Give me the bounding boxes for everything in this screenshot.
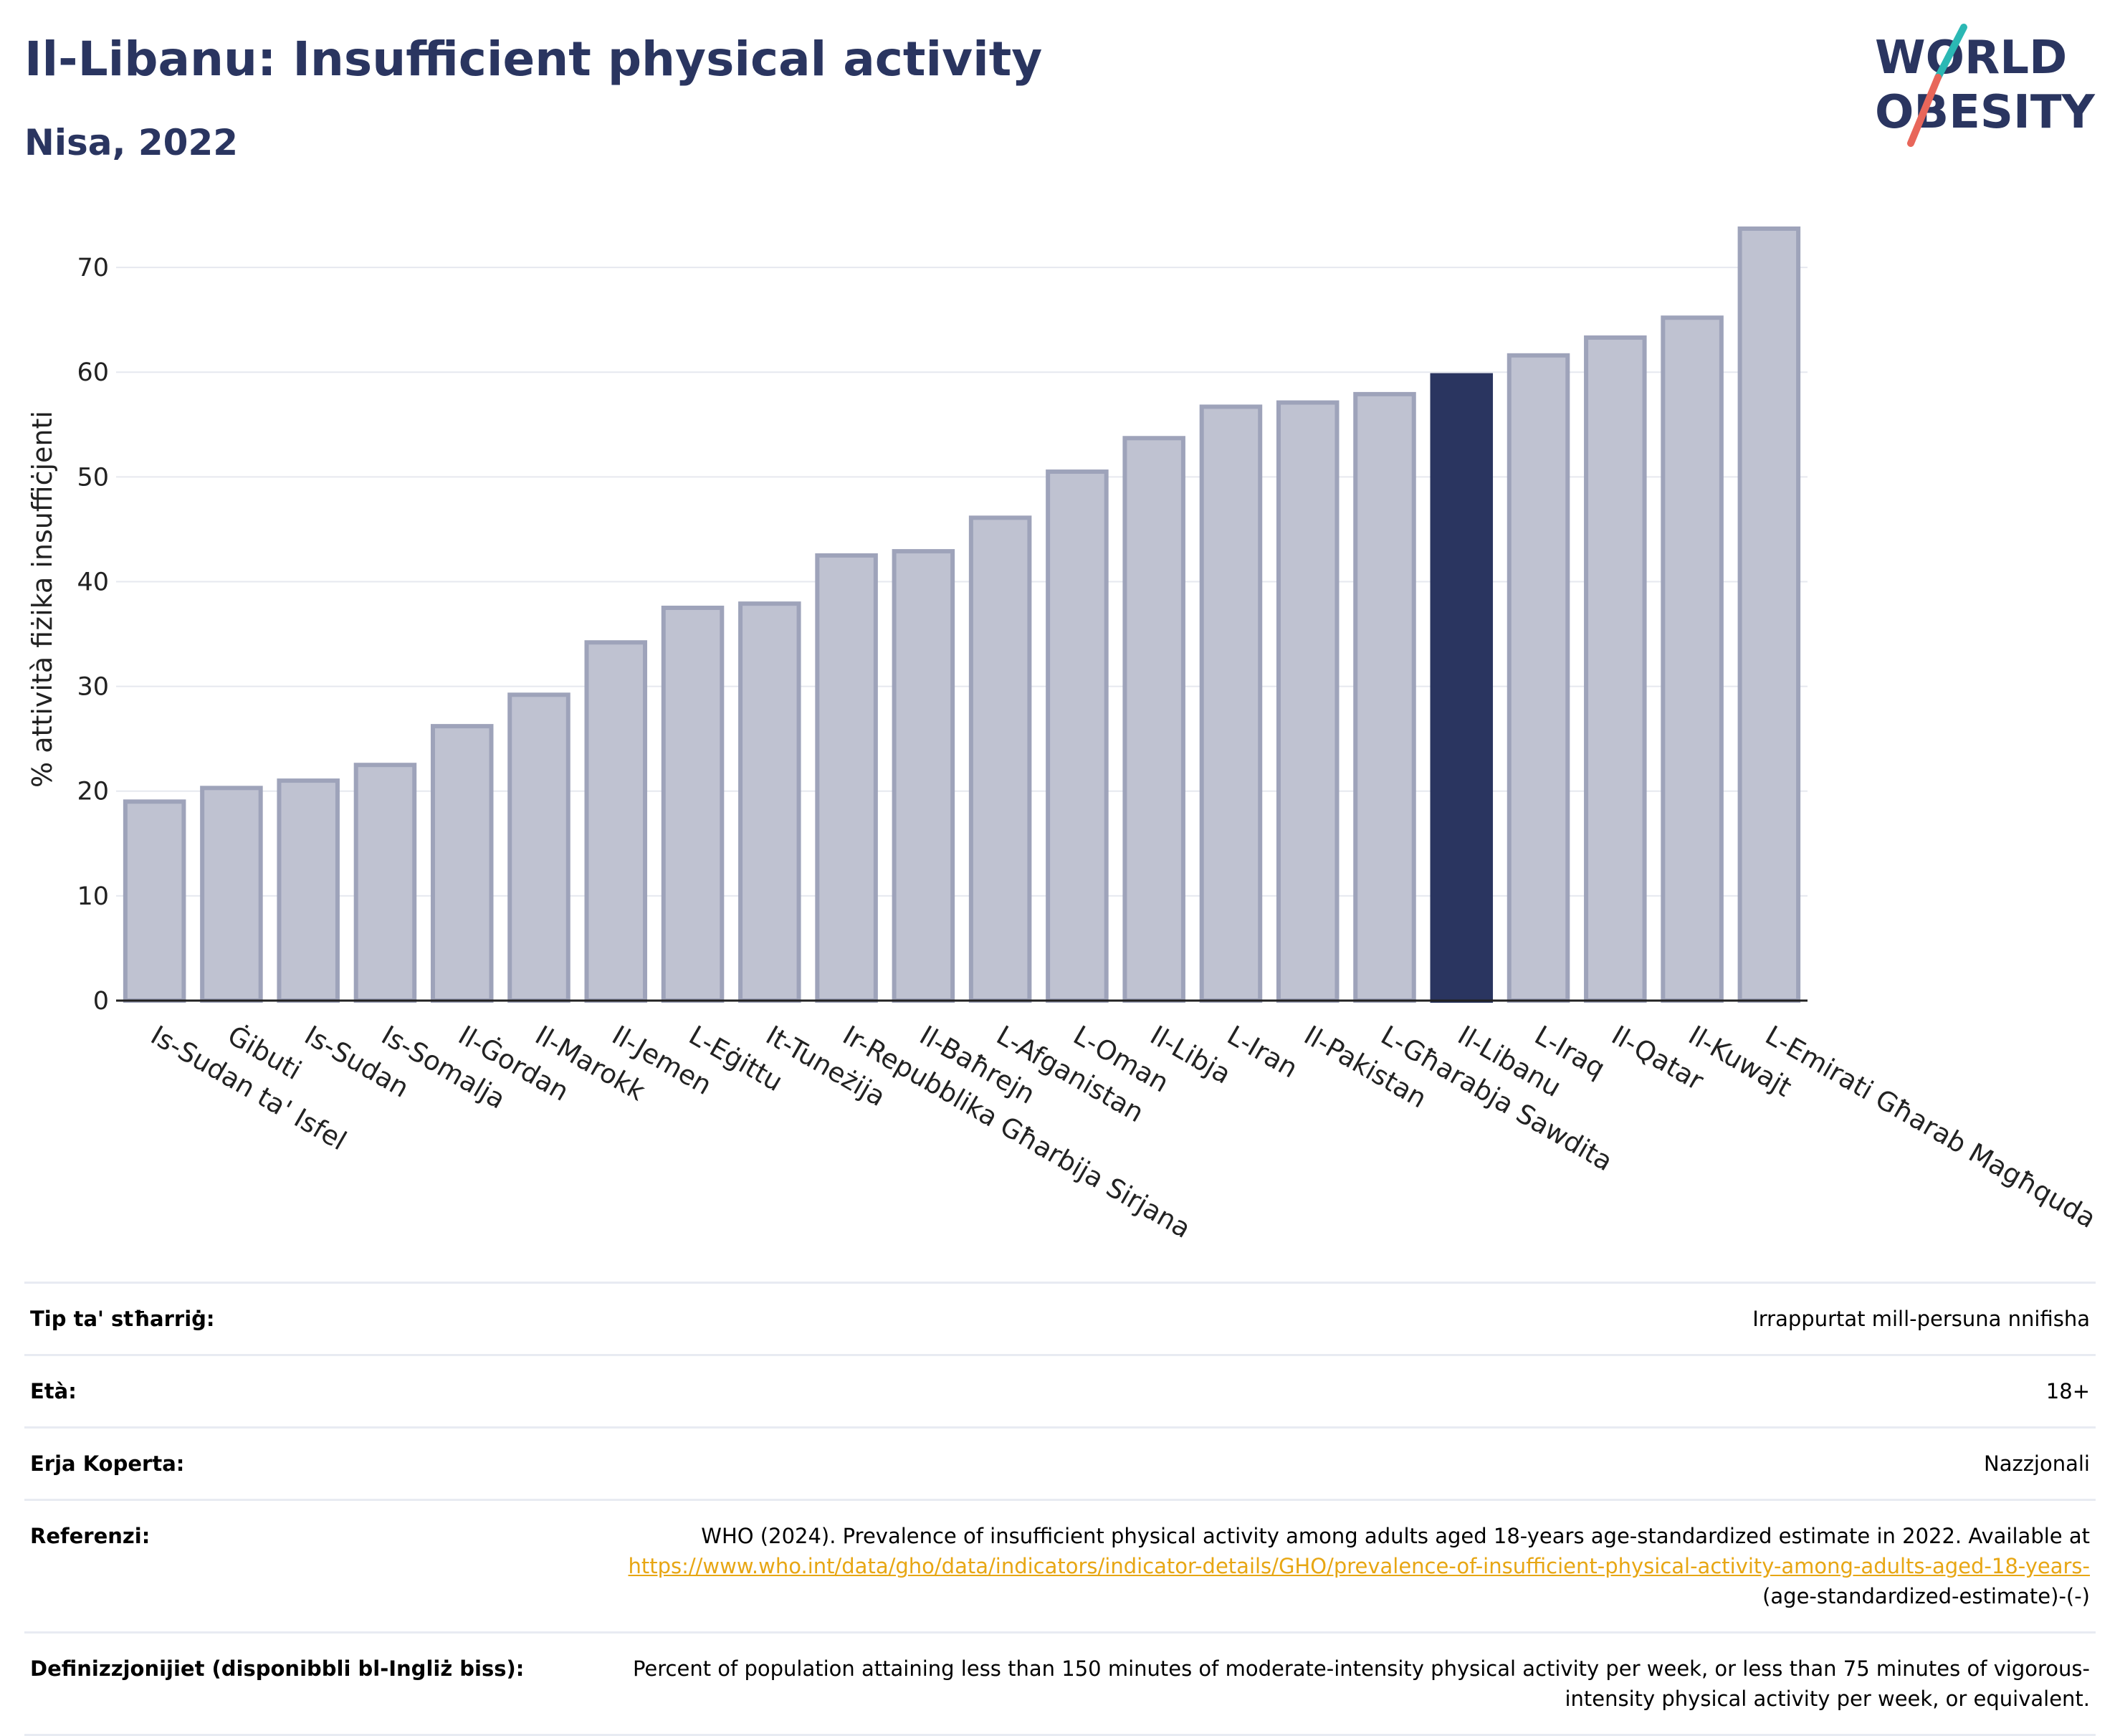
info-value: Nazzjonali [581, 1426, 2096, 1500]
info-row-reference: Referenzi: WHO (2024). Prevalence of ins… [24, 1499, 2096, 1633]
info-row-age: Età: 18+ [24, 1354, 2096, 1428]
bar [353, 763, 417, 1003]
info-key: Referenzi: [24, 1499, 581, 1633]
info-row-coverage: Erja Koperta: Nazzjonali [24, 1426, 2096, 1500]
y-tick-label: 30 [77, 673, 109, 702]
bar [507, 692, 570, 1003]
bar [430, 724, 494, 1003]
page-title: Il-Libanu: Insufficient physical activit… [24, 32, 1043, 87]
logo-line2: OBESITY [1875, 86, 2095, 139]
y-tick-label: 60 [77, 358, 109, 387]
y-tick-label: 10 [77, 882, 109, 911]
bar [968, 515, 1032, 1003]
info-key: Età: [24, 1354, 581, 1428]
logo-slash-teal [1934, 24, 1967, 81]
page-subtitle: Nisa, 2022 [24, 122, 239, 163]
info-value: 18+ [581, 1354, 2096, 1428]
bar [1199, 404, 1263, 1003]
info-value: Irrappurtat mill-persuna nnifisha [581, 1281, 2096, 1355]
bar [1507, 353, 1570, 1003]
bar [815, 553, 878, 1003]
logo-slash-coral [1907, 74, 1942, 147]
reference-link[interactable]: https://www.who.int/data/gho/data/indica… [628, 1554, 2090, 1579]
info-value: Percent of population attaining less tha… [581, 1631, 2096, 1736]
bar [1737, 226, 1801, 1003]
bar [892, 549, 955, 1003]
chart-bars [123, 226, 1801, 1003]
y-axis-label: % attività fiżika insuffiċjenti [27, 411, 58, 788]
y-tick-label: 0 [93, 987, 109, 1016]
reference-text: WHO (2024). Prevalence of insufficient p… [701, 1524, 2090, 1549]
bar [1353, 391, 1416, 1003]
bar [1584, 335, 1647, 1003]
bar [584, 640, 648, 1003]
reference-cell: WHO (2024). Prevalence of insufficient p… [581, 1499, 2096, 1633]
logo-line1: WORLD [1875, 32, 2067, 85]
bar [123, 799, 186, 1003]
info-key: Tip ta' stħarriġ: [24, 1281, 581, 1355]
x-tick-label: L-Emirati Għarab Magħquda [1760, 1020, 2101, 1235]
bar [1661, 315, 1724, 1003]
info-row-definition: Definizzjonijiet (disponibbli bl-Ingliż … [24, 1631, 2096, 1736]
info-table: Tip ta' stħarriġ: Irrappurtat mill-persu… [24, 1281, 2096, 1736]
info-row-survey-type: Tip ta' stħarriġ: Irrappurtat mill-persu… [24, 1281, 2096, 1355]
y-tick-label: 20 [77, 778, 109, 806]
bar [738, 601, 801, 1003]
info-key: Definizzjonijiet (disponibbli bl-Ingliż … [24, 1631, 581, 1736]
bar [661, 606, 725, 1003]
x-tick-label: L-Iran [1222, 1020, 1303, 1084]
info-key: Erja Koperta: [24, 1426, 581, 1500]
y-tick-label: 40 [77, 568, 109, 596]
bar [1046, 469, 1109, 1003]
x-axis-ticks: Is-Sudan ta' IsfelĠibutiIs-SudanIs-Somal… [145, 1020, 2101, 1244]
bar-chart: 0 10 20 30 40 50 60 70 Is-Sudan ta' IsfelĠibuti… [27, 226, 2101, 1244]
world-obesity-logo: WORLD OBESITY [1875, 24, 2095, 147]
bar-highlighted [1430, 373, 1494, 1003]
bar [277, 778, 340, 1003]
y-tick-label: 50 [77, 463, 109, 492]
y-axis-ticks: 0 10 20 30 40 50 60 70 [77, 254, 109, 1016]
reference-suffix: (age-standardized-estimate)-(-) [1762, 1584, 2090, 1609]
bar [1122, 436, 1185, 1003]
bar [1276, 400, 1340, 1003]
y-tick-label: 70 [77, 254, 109, 282]
bar [200, 786, 263, 1003]
